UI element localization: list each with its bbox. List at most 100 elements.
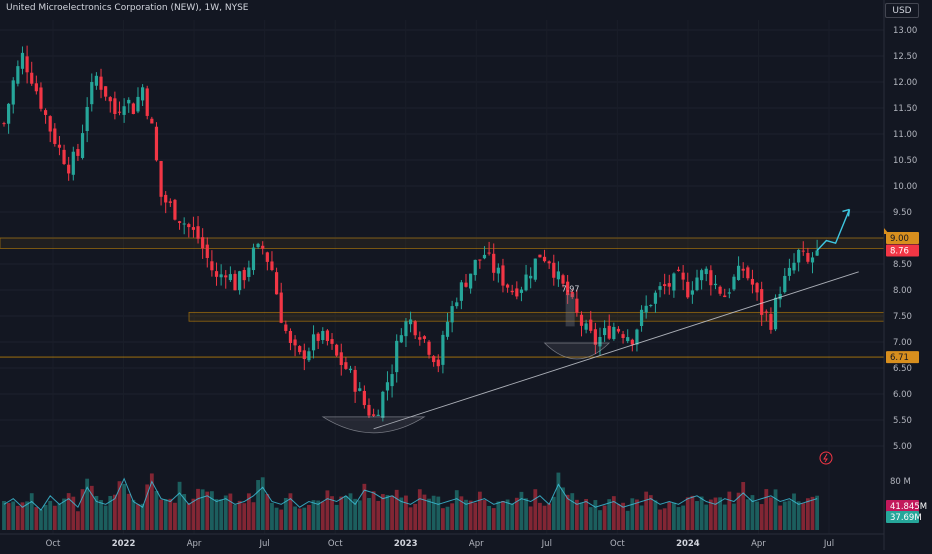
candle-body[interactable] [584,323,588,330]
candle-body[interactable] [293,339,297,346]
candle-body[interactable] [344,362,348,369]
candle-body[interactable] [505,284,510,288]
candle-body[interactable] [34,83,38,92]
candle-body[interactable] [538,254,542,258]
candle-body[interactable] [695,277,699,291]
candle-body[interactable] [519,289,524,293]
candle-body[interactable] [99,76,103,90]
candle-body[interactable] [704,268,708,275]
candle-body[interactable] [20,52,25,69]
candle-body[interactable] [709,270,713,286]
candle-body[interactable] [612,326,616,340]
candle-body[interactable] [501,265,505,286]
candle-body[interactable] [316,333,320,341]
candle-body[interactable] [145,88,149,116]
candle-body[interactable] [25,56,29,73]
candle-body[interactable] [201,237,205,249]
candle-body[interactable] [700,270,704,281]
candle-body[interactable] [302,350,306,360]
candle-body[interactable] [542,256,547,262]
candle-body[interactable] [177,221,182,223]
candle-body[interactable] [325,330,329,341]
candle-body[interactable] [94,75,98,86]
candle-body[interactable] [108,97,112,102]
candle-body[interactable] [238,271,242,291]
candle-body[interactable] [76,149,80,156]
candle-body[interactable] [769,313,773,330]
candle-body[interactable] [450,306,454,323]
candle-body[interactable] [385,382,390,391]
candle-body[interactable] [524,274,528,291]
candle-body[interactable] [367,404,371,416]
candle-body[interactable] [381,391,385,418]
candle-body[interactable] [783,275,787,293]
candle-body[interactable] [727,292,731,294]
candle-body[interactable] [408,319,413,325]
candle-body[interactable] [686,281,690,298]
candle-body[interactable] [718,286,722,294]
candle-body[interactable] [150,118,154,124]
candle-body[interactable] [390,374,394,387]
candle-body[interactable] [113,98,117,114]
candle-body[interactable] [335,344,339,356]
candle-body[interactable] [579,314,584,326]
candle-body[interactable] [422,336,427,339]
candle-body[interactable] [256,243,260,248]
candle-body[interactable] [279,292,283,323]
candle-body[interactable] [773,297,778,330]
candle-body[interactable] [136,96,140,112]
candle-body[interactable] [261,245,265,249]
candle-body[interactable] [455,302,459,307]
candle-body[interactable] [778,293,782,300]
candle-body[interactable] [755,283,759,293]
candle-body[interactable] [810,257,815,263]
candle-body[interactable] [552,262,556,278]
candle-body[interactable] [11,80,15,105]
price-axis[interactable]: 13.00 12.50 12.00 11.50 11.00 10.50 10.00 9.50 9… [883,0,917,550]
candle-body[interactable] [348,368,353,371]
candle-body[interactable] [39,87,43,109]
candle-body[interactable] [570,292,574,298]
candle-body[interactable] [529,275,533,279]
candle-body[interactable] [182,223,186,225]
candle-body[interactable] [274,272,279,295]
candle-body[interactable] [164,194,168,203]
candle-body[interactable] [492,253,496,273]
candle-body[interactable] [48,116,52,132]
candle-body[interactable] [399,335,403,343]
candle-body[interactable] [801,250,805,252]
candle-body[interactable] [131,103,135,115]
candle-body[interactable] [43,110,48,115]
candle-body[interactable] [311,334,316,351]
candle-body[interactable] [205,244,209,258]
alert-icon[interactable] [819,451,833,465]
candle-body[interactable] [122,106,126,115]
candle-body[interactable] [288,330,293,343]
candle-body[interactable] [330,339,334,344]
candle-body[interactable] [168,201,172,203]
candle-body[interactable] [187,224,191,228]
candle-body[interactable] [67,164,71,174]
candle-body[interactable] [418,337,422,340]
candle-body[interactable] [159,161,163,197]
candle-body[interactable] [510,290,514,293]
candle-body[interactable] [621,334,625,338]
candle-body[interactable] [459,282,463,301]
candle-body[interactable] [307,351,311,361]
candle-body[interactable] [639,309,644,326]
candle-body[interactable] [690,290,694,295]
candle-body[interactable] [71,151,75,175]
candle-body[interactable] [487,252,491,254]
candle-body[interactable] [441,334,445,365]
candle-body[interactable] [464,282,468,287]
candle-body[interactable] [445,321,450,337]
candle-body[interactable] [750,278,755,285]
candle-body[interactable] [436,359,440,367]
candle-body[interactable] [228,274,232,281]
candle-body[interactable] [395,340,399,373]
candle-body[interactable] [251,247,256,271]
candle-body[interactable] [713,283,718,286]
candle-body[interactable] [30,72,34,84]
time-axis[interactable]: Oct 2022 Apr Jul Oct 2023 Apr Jul Oct 2024 Apr Jul [0,533,884,549]
